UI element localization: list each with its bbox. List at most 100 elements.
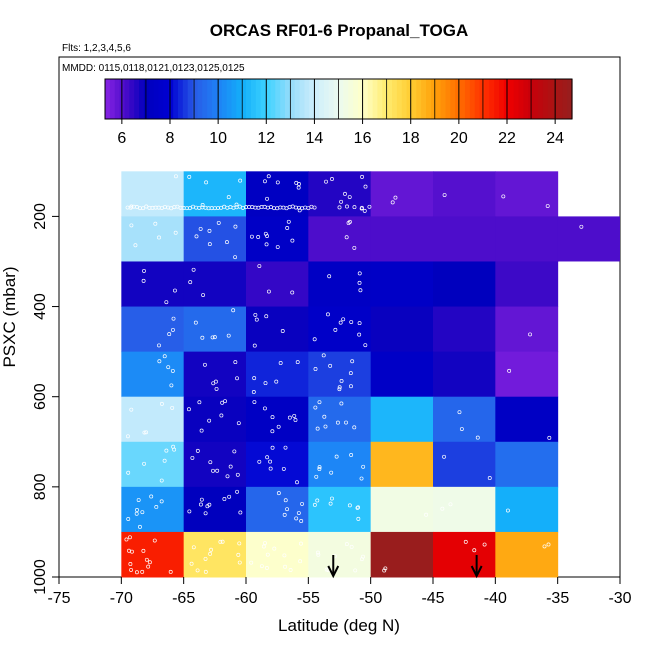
sample-point: [207, 418, 212, 423]
sample-point: [363, 343, 368, 348]
colorbar-segment: [202, 79, 208, 119]
sample-point: [328, 363, 333, 368]
sample-point: [295, 480, 299, 485]
heatmap-cell: [495, 441, 559, 488]
sample-point: [350, 359, 355, 364]
sample-point: [297, 208, 302, 213]
colorbar-tick-label: 6: [117, 130, 126, 147]
sample-point: [125, 434, 130, 439]
heatmap-cell: [495, 216, 559, 262]
sample-point: [328, 501, 333, 506]
colorbar-segment: [445, 79, 451, 119]
sample-point: [296, 185, 301, 190]
x-tick-label: -50: [359, 590, 382, 607]
colorbar-segment: [547, 79, 554, 119]
sample-point: [334, 454, 339, 459]
sample-point: [272, 546, 277, 551]
sample-point: [356, 516, 361, 521]
colorbar-segment: [328, 79, 335, 119]
sample-point: [335, 420, 340, 425]
heatmap-cell: [183, 396, 247, 443]
y-tick-label: 400: [32, 293, 49, 320]
colorbar-segment: [221, 79, 228, 119]
heatmap-cell: [308, 216, 372, 262]
x-axis-label: Latitude (deg N): [278, 616, 400, 635]
colorbar-segment: [455, 79, 461, 119]
sample-point: [266, 289, 271, 294]
sample-point: [337, 205, 342, 210]
sample-point: [528, 332, 532, 337]
sample-point: [218, 539, 223, 544]
sample-point: [317, 467, 322, 471]
heatmap-cell: [495, 306, 559, 353]
colorbar-segment: [542, 79, 549, 119]
colorbar-segment: [236, 79, 242, 119]
sample-point: [352, 205, 357, 210]
sample-point: [133, 243, 138, 248]
sample-point: [253, 312, 258, 317]
sample-point: [138, 524, 142, 529]
heatmap-cell: [246, 486, 309, 533]
colorbar-segment: [187, 79, 194, 119]
sample-point: [231, 308, 236, 313]
heatmap-cell: [308, 441, 372, 488]
sample-point: [352, 245, 357, 250]
heatmap-cell: [121, 441, 185, 488]
heatmap-cell: [495, 396, 559, 443]
sample-point: [390, 200, 395, 205]
sample-point: [252, 343, 257, 348]
x-tick-label: -45: [421, 590, 444, 607]
heatmap-cell: [308, 261, 372, 308]
sample-point: [327, 274, 332, 279]
heatmap-cell: [121, 261, 185, 308]
heatmap-cell: [183, 171, 247, 217]
sample-point: [225, 240, 229, 245]
sample-point: [345, 204, 349, 209]
colorbar-tick-label: 8: [166, 130, 175, 147]
sample-point: [159, 499, 164, 504]
sample-point: [312, 337, 317, 342]
sample-point: [266, 174, 271, 179]
sample-point: [542, 544, 547, 549]
sample-point: [173, 174, 178, 179]
sample-point: [129, 407, 134, 412]
sample-point: [337, 385, 342, 390]
sample-point: [142, 268, 146, 273]
sample-point: [326, 312, 330, 317]
colorbar-segment: [333, 79, 340, 119]
sample-point: [173, 230, 178, 235]
colorbar-segment: [508, 79, 515, 119]
sample-point: [343, 191, 347, 196]
sample-point: [168, 569, 173, 574]
heatmap-cell: [308, 351, 372, 398]
heatmap-cell: [183, 441, 247, 488]
heatmap-cell: [370, 531, 434, 578]
heatmap-cell: [370, 261, 434, 308]
sample-point: [546, 542, 551, 547]
x-tick-label: -55: [297, 590, 320, 607]
sample-point: [188, 280, 193, 285]
colorbar-segment: [489, 79, 495, 119]
colorbar-segment: [250, 79, 257, 119]
sample-point: [501, 194, 506, 199]
sample-point: [261, 544, 266, 549]
heatmap-cell: [370, 351, 434, 398]
sample-point: [329, 470, 334, 475]
sample-point: [214, 386, 219, 391]
colorbar-segment: [426, 79, 432, 119]
sample-point: [134, 511, 139, 516]
heatmap-cell: [433, 306, 496, 353]
x-tick-label: -75: [47, 590, 70, 607]
heatmap-cell: [495, 486, 559, 533]
colorbar-segment: [168, 79, 174, 119]
sample-point: [157, 343, 161, 348]
sample-point: [200, 335, 205, 340]
colorbar-segment: [289, 79, 296, 119]
latitude-markers: [327, 555, 483, 579]
colorbar-segment: [275, 79, 281, 119]
sample-point: [259, 564, 264, 569]
sample-point: [357, 271, 362, 276]
sample-point: [144, 430, 149, 435]
heatmap-cell: [433, 531, 496, 578]
colorbar-segment: [343, 79, 349, 119]
